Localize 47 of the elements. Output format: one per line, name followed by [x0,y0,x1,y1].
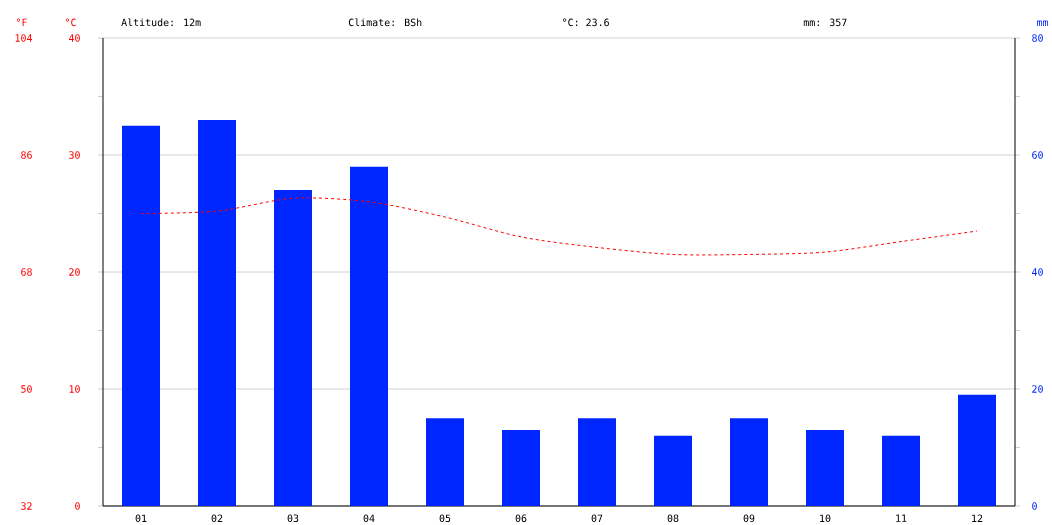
bar [122,125,160,506]
bar [274,189,313,506]
text: Climate: BSh [348,18,422,26]
bar [502,429,541,506]
x-tick-label: 01 [135,514,147,522]
bar [958,394,997,506]
y3-tick-label: 32 [21,502,32,510]
y2-tick-label: 80 [1032,34,1043,42]
bar [806,429,845,506]
x-tick-label: 08 [667,514,679,522]
y2-tick-label: 20 [1032,385,1043,393]
x-tick-label: 05 [439,514,451,522]
y3-tick-label: 86 [21,151,32,159]
bar [350,166,389,506]
y3-tick-label: 50 [21,385,32,393]
bar [426,418,464,506]
x-tick-label: 10 [820,514,831,522]
x-tick-label: 09 [743,514,755,522]
text: °C: 23.6 [563,18,609,26]
bar [654,435,693,506]
bar [882,435,921,506]
y-axis-title: °C [65,18,76,26]
x-tick-label: 03 [287,514,299,522]
y-tick-label: 40 [68,34,80,42]
bar [730,418,769,506]
y2-axis-title: mm [1037,20,1049,26]
bar [578,418,617,506]
y-tick-label: 10 [69,385,80,393]
y2-tick-label: 0 [1032,502,1037,510]
line-series [140,197,978,256]
x-tick-label: 02 [211,514,223,522]
text: Altitude: 12m [121,18,201,26]
bar [198,119,237,506]
y3-tick-label: 104 [15,34,33,42]
y3-tick-label: 68 [21,268,32,276]
y2-tick-label: 60 [1032,151,1043,159]
x-tick-label: 11 [896,514,907,522]
x-tick-label: 12 [972,514,983,522]
y3-axis-title: °F [16,18,27,26]
x-tick-label: 04 [363,514,375,522]
y-tick-label: 20 [69,268,80,276]
text: mm: 357 [803,18,847,26]
y2-tick-label: 40 [1032,268,1043,276]
y-tick-label: 0 [75,502,80,510]
x-tick-label: 06 [515,514,527,522]
y-tick-label: 30 [69,151,80,159]
x-tick-label: 07 [591,514,603,522]
